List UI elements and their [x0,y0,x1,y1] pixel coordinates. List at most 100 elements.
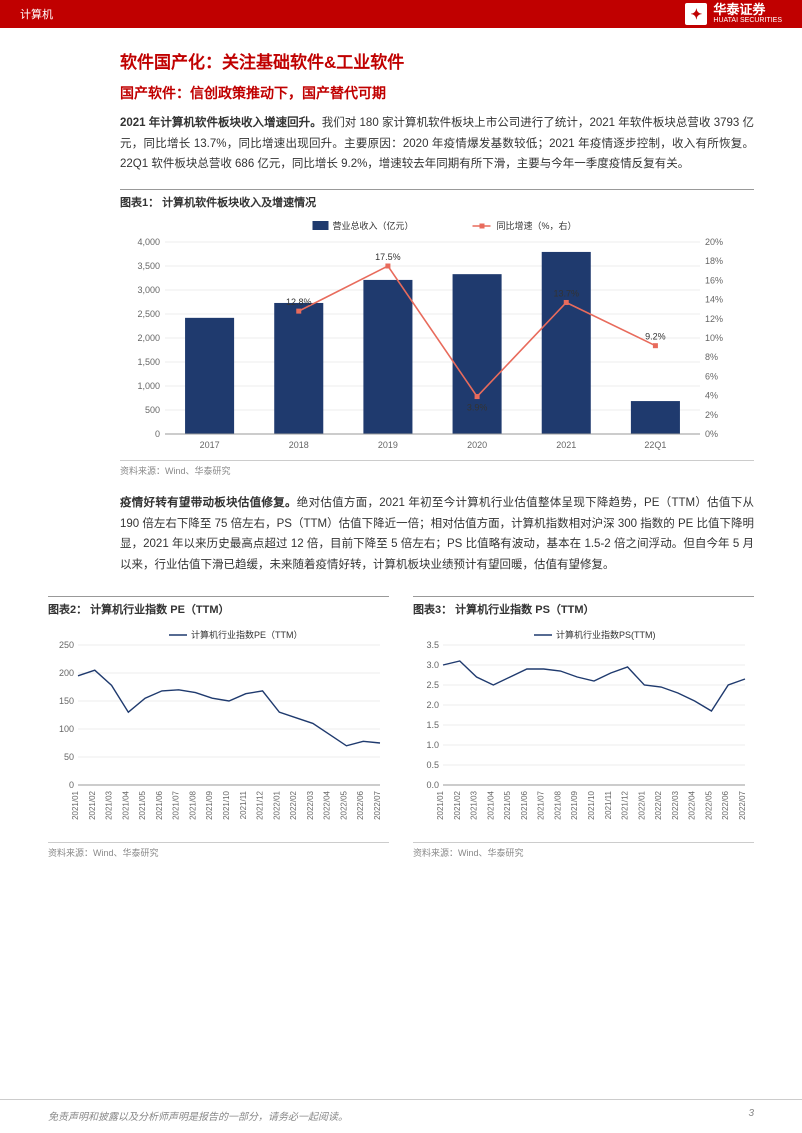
footer-page: 3 [748,1108,754,1123]
svg-text:8%: 8% [705,352,718,362]
footer: 免责声明和披露以及分析师声明是报告的一部分，请务必一起阅读。 3 [0,1099,802,1133]
svg-text:2021/06: 2021/06 [520,790,529,819]
svg-text:2022/05: 2022/05 [339,790,348,819]
svg-text:2.5: 2.5 [426,680,439,690]
svg-text:2022/01: 2022/01 [637,790,646,819]
svg-text:2021/06: 2021/06 [155,790,164,819]
svg-text:6%: 6% [705,371,718,381]
svg-text:2017: 2017 [200,440,220,450]
svg-text:16%: 16% [705,275,723,285]
svg-text:3.0: 3.0 [426,660,439,670]
svg-text:2022/03: 2022/03 [306,790,315,819]
svg-text:2021/01: 2021/01 [436,790,445,819]
footer-disclaimer: 免责声明和披露以及分析师声明是报告的一部分，请务必一起阅读。 [48,1108,348,1123]
svg-text:2021/02: 2021/02 [453,790,462,819]
svg-text:3,500: 3,500 [137,261,160,271]
paragraph-2: 疫情好转有望带动板块估值修复。绝对估值方面，2021 年初至今计算机行业估值整体… [120,493,754,576]
svg-text:2021/08: 2021/08 [188,790,197,819]
svg-text:4%: 4% [705,391,718,401]
svg-text:2021/05: 2021/05 [138,790,147,819]
svg-text:1,500: 1,500 [137,357,160,367]
svg-text:3.5: 3.5 [426,640,439,650]
svg-text:计算机行业指数PS(TTM): 计算机行业指数PS(TTM) [556,629,656,640]
header-bar: 计算机 ✦ 华泰证券 HUATAI SECURITIES [0,0,802,28]
chart1-source: 资料来源：Wind、华泰研究 [120,460,754,477]
chart3: 0.00.51.01.52.02.53.03.52021/012021/0220… [413,625,753,840]
svg-text:2.0: 2.0 [426,700,439,710]
svg-text:2022/03: 2022/03 [671,790,680,819]
svg-text:2021/12: 2021/12 [256,790,265,819]
company-name-en: HUATAI SECURITIES [713,17,782,25]
svg-text:2021/11: 2021/11 [239,790,248,819]
svg-text:12%: 12% [705,314,723,324]
svg-text:2021/04: 2021/04 [121,790,130,819]
svg-text:4,000: 4,000 [137,237,160,247]
svg-text:13.7%: 13.7% [553,289,579,299]
chart1-title: 图表1： 计算机软件板块收入及增速情况 [120,189,754,218]
svg-text:2,500: 2,500 [137,309,160,319]
chart2: 0501001502002502021/012021/022021/032021… [48,625,388,840]
chart3-title: 图表3： 计算机行业指数 PS（TTM） [413,596,754,625]
page-content: 软件国产化：关注基础软件&工业软件 国产软件：信创政策推动下，国产替代可期 20… [0,28,802,875]
svg-text:2021/10: 2021/10 [587,790,596,819]
svg-text:0%: 0% [705,429,718,439]
svg-text:2018: 2018 [289,440,309,450]
svg-text:2021/03: 2021/03 [470,790,479,819]
svg-text:9.2%: 9.2% [645,332,666,342]
chart2-container: 图表2： 计算机行业指数 PE（TTM） 0501001502002502021… [48,590,389,875]
svg-text:12.8%: 12.8% [286,297,312,307]
svg-text:2021/03: 2021/03 [105,790,114,819]
title-h2: 国产软件：信创政策推动下，国产替代可期 [120,83,754,103]
svg-text:2021/12: 2021/12 [621,790,630,819]
svg-text:14%: 14% [705,295,723,305]
svg-text:2021/01: 2021/01 [71,790,80,819]
svg-text:2,000: 2,000 [137,333,160,343]
svg-text:2021/02: 2021/02 [88,790,97,819]
svg-text:1.5: 1.5 [426,720,439,730]
para2-bold: 疫情好转有望带动板块估值修复。 [120,497,297,509]
svg-text:200: 200 [59,668,74,678]
svg-text:10%: 10% [705,333,723,343]
svg-text:250: 250 [59,640,74,650]
svg-text:500: 500 [145,405,160,415]
svg-text:2%: 2% [705,410,718,420]
svg-text:0.0: 0.0 [426,780,439,790]
svg-text:2021/11: 2021/11 [604,790,613,819]
svg-text:2021/07: 2021/07 [172,790,181,819]
svg-text:2022/02: 2022/02 [289,790,298,819]
para1-bold: 2021 年计算机软件板块收入增速回升。 [120,117,322,129]
svg-text:2021/04: 2021/04 [486,790,495,819]
svg-text:2022/06: 2022/06 [356,790,365,819]
svg-text:0.5: 0.5 [426,760,439,770]
svg-text:3,000: 3,000 [137,285,160,295]
svg-text:22Q1: 22Q1 [644,440,666,450]
chart3-container: 图表3： 计算机行业指数 PS（TTM） 0.00.51.01.52.02.53… [413,590,754,875]
svg-text:17.5%: 17.5% [375,252,401,262]
svg-text:2022/04: 2022/04 [688,790,697,819]
company-name: 华泰证券 [713,2,765,17]
svg-text:2022/06: 2022/06 [721,790,730,819]
svg-text:2021/10: 2021/10 [222,790,231,819]
chart2-title: 图表2： 计算机行业指数 PE（TTM） [48,596,389,625]
svg-text:2022/07: 2022/07 [738,790,747,819]
svg-text:2021/05: 2021/05 [503,790,512,819]
svg-text:2022/01: 2022/01 [272,790,281,819]
chart2-source: 资料来源：Wind、华泰研究 [48,842,389,859]
chart3-source: 资料来源：Wind、华泰研究 [413,842,754,859]
header-category: 计算机 [20,6,53,22]
svg-text:0: 0 [155,429,160,439]
svg-text:1,000: 1,000 [137,381,160,391]
svg-text:2022/05: 2022/05 [704,790,713,819]
svg-text:2021/08: 2021/08 [553,790,562,819]
svg-text:2022/07: 2022/07 [373,790,382,819]
svg-text:营业总收入（亿元）: 营业总收入（亿元） [333,220,414,231]
svg-text:2020: 2020 [467,440,487,450]
svg-text:50: 50 [64,752,74,762]
svg-text:计算机行业指数PE（TTM）: 计算机行业指数PE（TTM） [191,629,303,640]
svg-text:2019: 2019 [378,440,398,450]
header-logo: ✦ 华泰证券 HUATAI SECURITIES [685,3,782,25]
svg-text:20%: 20% [705,237,723,247]
svg-text:2022/04: 2022/04 [323,790,332,819]
chart1: 0 500 1,000 1,500 2,000 2,500 3,000 3,500 4,000 0… [120,218,740,458]
svg-text:3.9%: 3.9% [467,403,488,413]
